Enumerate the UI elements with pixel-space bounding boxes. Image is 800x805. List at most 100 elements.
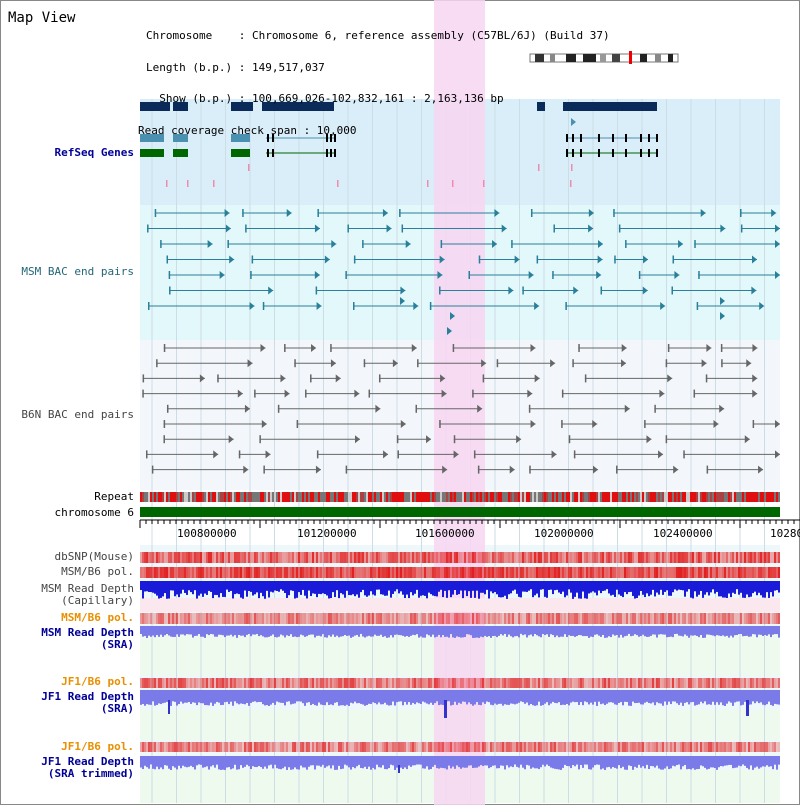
read-depth-bar — [396, 626, 398, 635]
track-label-jf1-depth-trimmed[interactable]: JF1 Read Depth (SRA trimmed) — [41, 755, 134, 780]
polymorphism-cell — [400, 613, 402, 624]
polymorphism-cell — [688, 613, 690, 624]
polymorphism-cell — [436, 742, 438, 752]
polymorphism-cell — [408, 552, 410, 563]
polymorphism-cell — [140, 567, 142, 578]
polymorphism-cell — [184, 742, 186, 752]
read-depth-bar — [596, 756, 598, 765]
read-depth-bar — [616, 756, 618, 769]
polymorphism-cell — [268, 742, 270, 752]
polymorphism-cell — [588, 678, 590, 688]
read-depth-bar — [634, 626, 636, 635]
polymorphism-cell — [622, 678, 624, 688]
ideogram-band — [535, 54, 544, 62]
track-label-msm-pol-2[interactable]: MSM/B6 pol. — [61, 611, 134, 624]
repeat-segment — [144, 492, 146, 502]
track-label-msm-depth-sra[interactable]: MSM Read Depth (SRA) — [41, 626, 134, 651]
polymorphism-cell — [426, 678, 428, 688]
read-depth-bar — [376, 756, 378, 765]
track-label-repeat[interactable]: Repeat — [94, 490, 134, 503]
read-depth-bar — [518, 756, 520, 768]
polymorphism-cell — [208, 742, 210, 752]
read-depth-bar — [758, 756, 760, 769]
polymorphism-cell — [736, 613, 738, 624]
read-depth-bar — [588, 756, 590, 770]
b6n-bac-pair — [375, 404, 381, 413]
polymorphism-cell — [584, 678, 586, 688]
read-depth-bar — [640, 690, 642, 705]
refseq-exon — [572, 134, 574, 142]
track-label-msm-depth-capillary[interactable]: MSM Read Depth (Capillary) — [41, 582, 134, 607]
repeat-segment — [714, 492, 716, 502]
refseq-gene — [140, 102, 170, 111]
read-depth-bar — [304, 756, 306, 768]
polymorphism-cell — [296, 567, 298, 578]
read-depth-bar — [626, 581, 628, 595]
polymorphism-cell — [444, 552, 446, 563]
read-depth-bar — [272, 626, 274, 635]
read-depth-bar — [424, 690, 426, 703]
polymorphism-cell — [324, 742, 326, 752]
repeat-segment — [646, 492, 648, 502]
polymorphism-cell — [530, 567, 532, 578]
track-label-chromosome[interactable]: chromosome 6 — [54, 506, 134, 519]
read-depth-bar — [220, 626, 222, 635]
polymorphism-cell — [572, 613, 574, 624]
polymorphism-cell — [378, 678, 380, 688]
polymorphism-cell — [742, 567, 744, 578]
polymorphism-cell — [720, 742, 722, 752]
polymorphism-cell — [382, 678, 384, 688]
read-depth-bar — [214, 690, 216, 704]
polymorphism-cell — [664, 567, 666, 578]
track-label-dbsnp[interactable]: dbSNP(Mouse) — [54, 550, 134, 563]
read-depth-bar — [478, 690, 480, 705]
read-depth-bar — [538, 690, 540, 702]
polymorphism-cell — [308, 613, 310, 624]
read-depth-bar — [584, 581, 586, 599]
read-depth-bar — [580, 581, 582, 599]
polymorphism-cell — [750, 567, 752, 578]
polymorphism-cell — [542, 567, 544, 578]
read-depth-bar — [298, 581, 300, 593]
read-depth-bar — [476, 581, 478, 591]
read-depth-bar — [514, 581, 516, 590]
read-depth-bar — [720, 690, 722, 703]
track-label-msm-bac[interactable]: MSM BAC end pairs — [21, 265, 134, 278]
polymorphism-cell — [340, 552, 342, 563]
polymorphism-cell — [454, 742, 456, 752]
track-label-msm-pol[interactable]: MSM/B6 pol. — [61, 565, 134, 578]
polymorphism-cell — [624, 742, 626, 752]
read-depth-bar — [340, 690, 342, 706]
polymorphism-cell — [500, 552, 502, 563]
read-depth-bar — [398, 756, 400, 770]
read-depth-bar — [336, 690, 338, 703]
read-depth-bar — [442, 756, 444, 769]
track-label-jf1-pol[interactable]: JF1/B6 pol. — [61, 675, 134, 688]
polymorphism-cell — [538, 742, 540, 752]
polymorphism-cell — [770, 742, 772, 752]
repeat-segment — [602, 492, 604, 502]
read-depth-bar — [550, 626, 552, 635]
read-depth-bar — [624, 581, 626, 593]
track-label-b6n-bac[interactable]: B6N BAC end pairs — [21, 408, 134, 421]
polymorphism-cell — [464, 678, 466, 688]
track-label-jf1-depth-sra[interactable]: JF1 Read Depth (SRA) — [41, 690, 134, 715]
polymorphism-cell — [560, 678, 562, 688]
track-label-jf1-pol-2[interactable]: JF1/B6 pol. — [61, 740, 134, 753]
repeat-segment — [148, 492, 150, 502]
read-depth-bar — [648, 581, 650, 597]
polymorphism-cell — [294, 742, 296, 752]
repeat-segment — [218, 492, 220, 502]
b6n-bac-pair — [624, 404, 630, 413]
read-depth-bar — [340, 626, 342, 637]
polymorphism-cell — [414, 552, 416, 563]
polymorphism-cell — [600, 678, 602, 688]
read-depth-bar — [258, 756, 260, 766]
track-label-refseq[interactable]: RefSeq Genes — [54, 146, 134, 159]
read-depth-bar — [272, 581, 274, 593]
polymorphism-cell — [628, 567, 630, 578]
polymorphism-cell — [474, 567, 476, 578]
polymorphism-cell — [320, 552, 322, 563]
repeat-segment — [452, 492, 454, 502]
